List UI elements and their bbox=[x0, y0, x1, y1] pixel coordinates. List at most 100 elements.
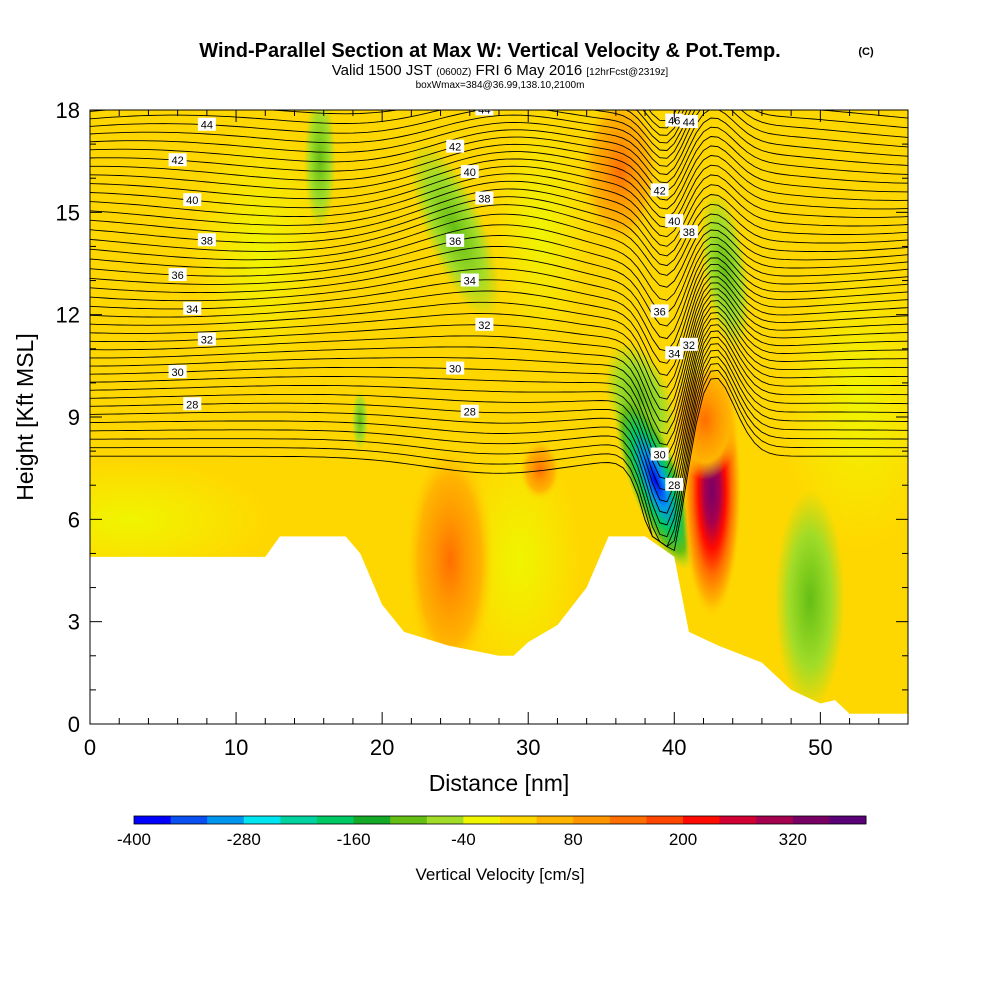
theta-contour-line bbox=[90, 110, 908, 175]
theta-contour-line bbox=[90, 270, 908, 376]
colorbar-swatch bbox=[683, 816, 721, 824]
theta-contour-label-bg bbox=[475, 191, 494, 205]
theta-contour-label: 36 bbox=[446, 233, 465, 248]
theta-contour-label-bg bbox=[679, 225, 698, 239]
colorbar-tick-label: 320 bbox=[779, 830, 807, 849]
theta-contour-label: 40 bbox=[665, 214, 684, 228]
colorbar-tick-label: -160 bbox=[337, 830, 371, 849]
theta-contour-line bbox=[90, 349, 908, 526]
x-tick-label: 30 bbox=[516, 735, 540, 760]
theta-contour-line bbox=[90, 126, 908, 192]
theta-contour-label: 28 bbox=[183, 397, 202, 411]
theta-contour-label-bg bbox=[446, 361, 465, 375]
terrain-mask bbox=[90, 536, 908, 724]
theta-contour-label-bg bbox=[475, 317, 494, 331]
theta-contour-label-text: 36 bbox=[449, 236, 461, 248]
theta-contour-line bbox=[90, 257, 908, 352]
theta-contour-label: 42 bbox=[168, 153, 187, 167]
theta-contour-label-text: 38 bbox=[683, 227, 695, 239]
theta-contour-label-text: 32 bbox=[201, 335, 213, 347]
colorbar bbox=[133, 815, 867, 825]
colorbar-swatch bbox=[536, 816, 574, 824]
theta-contour-label-bg bbox=[665, 214, 684, 228]
y-tick-label: 9 bbox=[68, 405, 80, 430]
colorbar-swatch bbox=[353, 816, 391, 824]
theta-contour-line bbox=[90, 155, 908, 219]
colorbar-swatch bbox=[243, 816, 281, 824]
theta-contour-line bbox=[90, 336, 908, 503]
x-tick-label: 0 bbox=[84, 735, 96, 760]
colorbar-swatch bbox=[500, 816, 538, 824]
theta-contour-line bbox=[90, 164, 908, 228]
theta-contour-label: 32 bbox=[679, 337, 698, 352]
theta-contour-label-text: 40 bbox=[186, 195, 198, 207]
colorbar-label: Vertical Velocity [cm/s] bbox=[415, 865, 584, 884]
theta-contour-line bbox=[90, 330, 908, 491]
theta-contour-line bbox=[90, 196, 908, 267]
theta-contour-line bbox=[90, 213, 908, 288]
colorbar-tick-label: -40 bbox=[451, 830, 476, 849]
vv-updraft-lee-valley bbox=[405, 440, 495, 680]
theta-contour-line bbox=[90, 282, 908, 400]
theta-contour-label: 40 bbox=[183, 193, 202, 207]
theta-contour-label-text: 36 bbox=[172, 270, 184, 282]
theta-contour-line bbox=[90, 250, 908, 340]
theta-contour-label-bg bbox=[460, 273, 479, 287]
theta-contour-label: 44 bbox=[475, 104, 494, 116]
colorbar-swatch bbox=[573, 816, 611, 824]
theta-contour-label-text: 28 bbox=[186, 399, 198, 411]
x-axis-tick-labels: 0 10 20 30 40 50 bbox=[84, 735, 833, 760]
theta-contour-label-bg bbox=[665, 346, 684, 360]
theta-contour-label: 44 bbox=[197, 117, 216, 132]
colorbar-frame bbox=[133, 815, 867, 825]
y-axis-ticks bbox=[90, 109, 908, 725]
theta-contour-label-bg bbox=[197, 233, 216, 247]
theta-contour-line bbox=[90, 110, 908, 159]
theta-contour-label: 36 bbox=[168, 268, 187, 282]
theta-contour-line bbox=[90, 117, 908, 184]
x-axis-ticks bbox=[89, 110, 909, 724]
subtitle-utc: (0600Z) bbox=[436, 67, 471, 78]
theta-contour-line bbox=[90, 188, 908, 257]
colorbar-swatch bbox=[719, 816, 757, 824]
theta-contour-label-bg bbox=[650, 447, 669, 461]
colorbar-swatch bbox=[280, 816, 318, 824]
theta-contour-label-bg bbox=[446, 233, 465, 247]
vv-weak-region bbox=[90, 460, 270, 580]
colorbar-swatch bbox=[646, 816, 684, 824]
chart-box-info: boxWmax=384@36.99,138.10,2100m bbox=[416, 80, 585, 91]
vv-updraft-upper bbox=[580, 110, 660, 250]
theta-contour-label-text: 44 bbox=[683, 117, 695, 129]
y-axis-tick-labels: 0 3 6 9 12 15 18 bbox=[56, 98, 80, 737]
chart-title: Wind-Parallel Section at Max W: Vertical… bbox=[199, 40, 780, 62]
colorbar-swatch bbox=[792, 816, 830, 824]
theta-contour-label-bg bbox=[650, 304, 669, 318]
theta-contour-line bbox=[90, 306, 908, 446]
colorbar-swatch bbox=[390, 816, 428, 824]
theta-contour-label-text: 44 bbox=[478, 104, 490, 116]
theta-contour-label-bg bbox=[168, 153, 187, 167]
theta-contour-label-text: 30 bbox=[654, 450, 666, 462]
chart-subtitle: Valid 1500 JST (0600Z) FRI 6 May 2016 [1… bbox=[332, 62, 669, 79]
theta-contour-label-bg bbox=[665, 477, 684, 491]
theta-contour-line bbox=[90, 235, 908, 314]
theta-contour-label: 28 bbox=[460, 404, 479, 419]
theta-contour-label-text: 44 bbox=[201, 120, 213, 132]
colorbar-tick-labels: -400 -280 -160 -40 80 200 320 bbox=[117, 830, 807, 849]
theta-contour-label: 44 bbox=[679, 114, 698, 129]
theta-contour-line bbox=[90, 363, 908, 548]
colorbar-tick-label: 200 bbox=[669, 830, 697, 849]
theta-contour-line bbox=[90, 110, 908, 151]
colorbar-swatch bbox=[756, 816, 794, 824]
theta-contour-label-text: 34 bbox=[186, 304, 198, 316]
theta-contour-label-bg bbox=[197, 332, 216, 346]
theta-contour-label-text: 40 bbox=[668, 216, 680, 228]
theta-contour-label-text: 40 bbox=[464, 167, 476, 179]
theta-contour-line bbox=[90, 318, 908, 469]
x-tick-label: 10 bbox=[224, 735, 248, 760]
theta-contour-label-text: 34 bbox=[668, 348, 680, 360]
theta-contour-label-text: 38 bbox=[201, 235, 213, 247]
x-tick-label: 50 bbox=[808, 735, 832, 760]
theta-contour-label-text: 38 bbox=[478, 194, 490, 206]
